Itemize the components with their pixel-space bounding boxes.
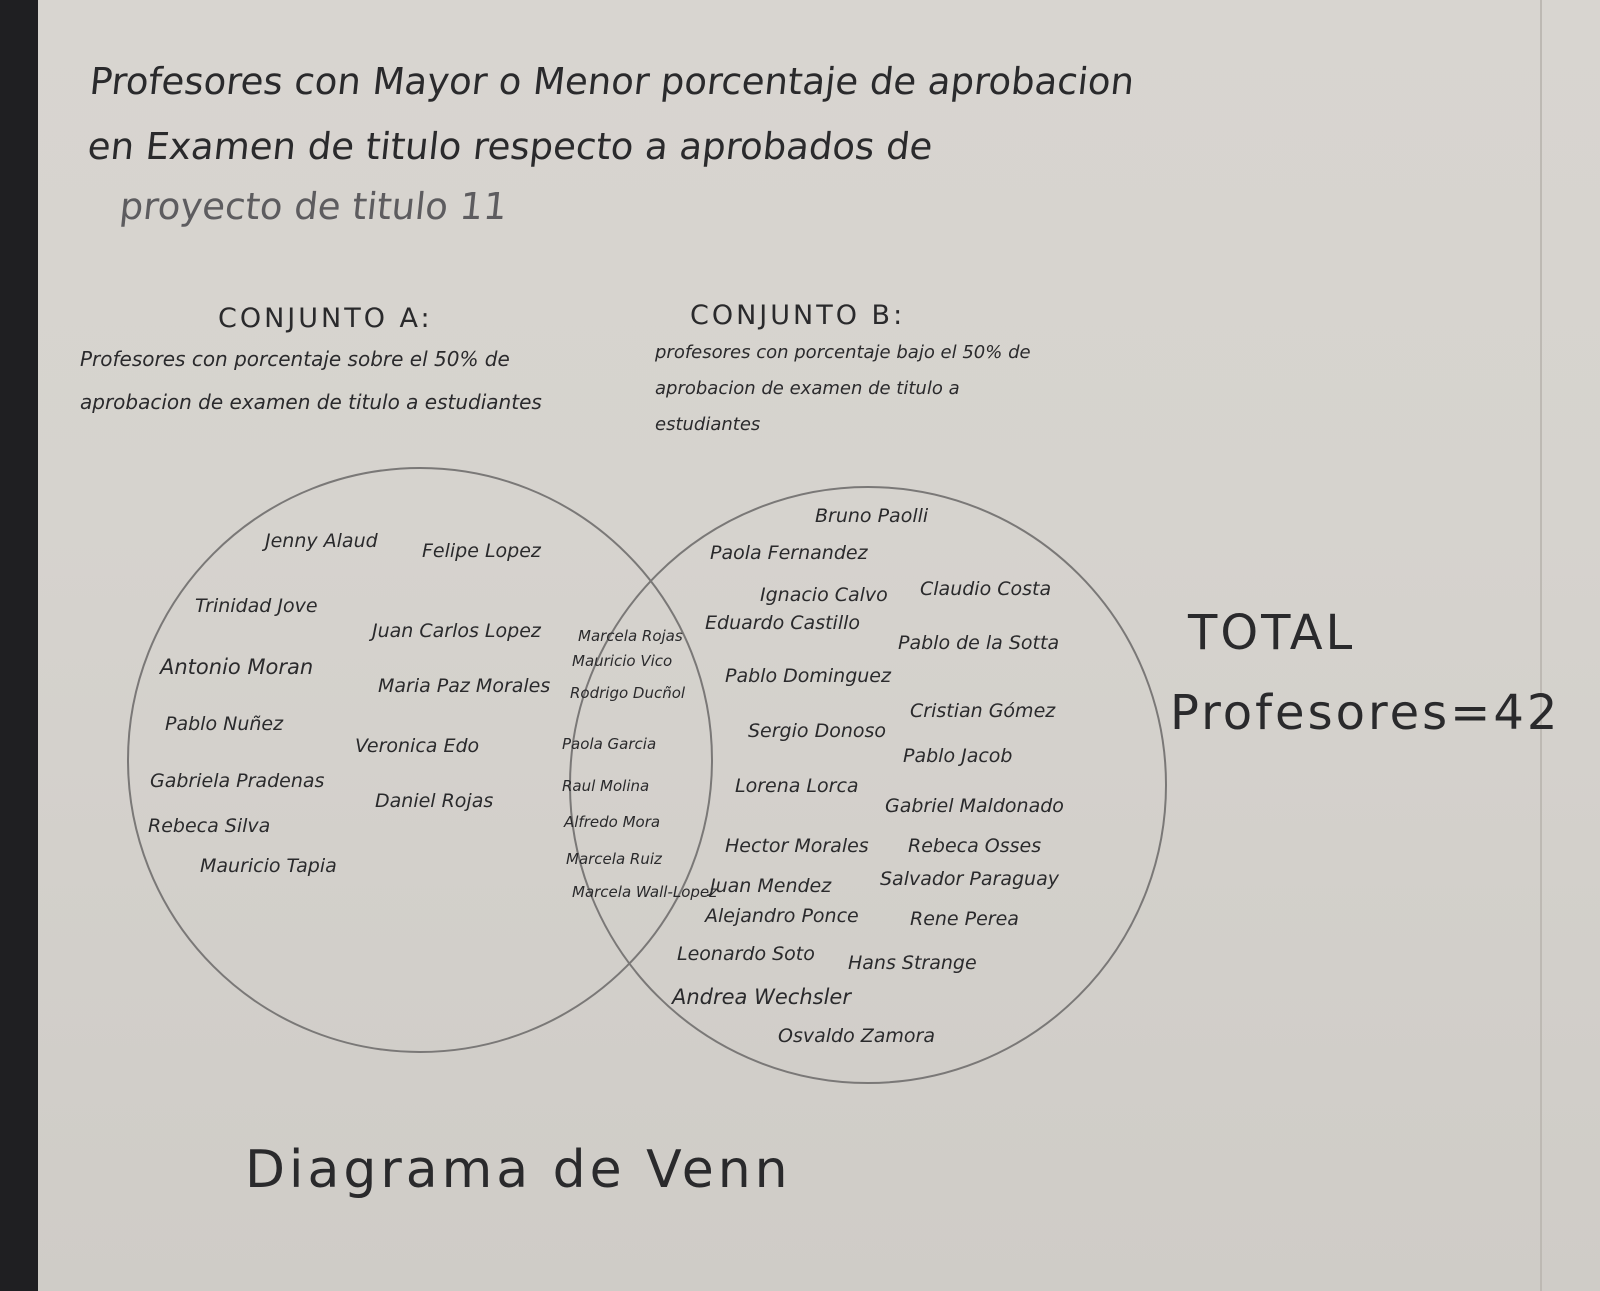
name-b-4: Eduardo Castillo xyxy=(705,612,861,634)
name-ab-6: Marcela Ruiz xyxy=(566,850,662,868)
name-b-17: Rene Perea xyxy=(910,908,1019,930)
name-b-20: Andrea Wechsler xyxy=(672,985,851,1009)
name-b-0: Bruno Paolli xyxy=(815,505,929,527)
paper-edge xyxy=(1540,0,1542,1291)
name-b-15: Salvador Paraguay xyxy=(880,868,1059,890)
set-a-heading: CONJUNTO A: xyxy=(218,303,433,334)
name-b-18: Leonardo Soto xyxy=(677,943,815,965)
name-a-10: Rebeca Silva xyxy=(148,815,271,837)
name-b-5: Pablo de la Sotta xyxy=(898,632,1060,654)
name-b-16: Alejandro Ponce xyxy=(705,905,859,927)
name-b-9: Pablo Jacob xyxy=(903,745,1013,767)
name-b-6: Pablo Dominguez xyxy=(725,665,891,687)
name-b-14: Juan Mendez xyxy=(710,875,832,897)
circle-set-a xyxy=(127,467,713,1053)
name-b-10: Lorena Lorca xyxy=(735,775,859,797)
name-b-7: Cristian Gómez xyxy=(910,700,1056,722)
name-ab-3: Paola Garcia xyxy=(562,735,657,753)
name-b-8: Sergio Donoso xyxy=(748,720,887,742)
set-a-description: Profesores con porcentaje sobre el 50% d… xyxy=(80,347,542,414)
paper-sheet xyxy=(38,0,1600,1291)
name-a-7: Veronica Edo xyxy=(355,735,480,757)
name-a-6: Pablo Nuñez xyxy=(165,713,284,735)
diagram-caption: Diagrama de Venn xyxy=(245,1140,792,1200)
name-b-2: Ignacio Calvo xyxy=(760,584,888,606)
name-ab-7: Marcela Wall-Lopez xyxy=(572,883,718,901)
name-ab-2: Rodrigo Ducñol xyxy=(570,684,686,702)
name-b-19: Hans Strange xyxy=(848,952,977,974)
name-ab-5: Alfredo Mora xyxy=(564,813,661,831)
name-ab-4: Raul Molina xyxy=(562,777,650,795)
name-b-21: Osvaldo Zamora xyxy=(778,1025,935,1047)
set-b-description: profesores con porcentaje bajo el 50% de… xyxy=(655,342,1031,435)
name-a-1: Felipe Lopez xyxy=(422,540,541,562)
name-b-11: Gabriel Maldonado xyxy=(885,795,1064,817)
name-b-12: Hector Morales xyxy=(725,835,869,857)
total-value: Profesores=42 xyxy=(1170,685,1561,741)
name-a-8: Gabriela Pradenas xyxy=(150,770,325,792)
name-ab-0: Marcela Rojas xyxy=(578,627,683,645)
name-ab-1: Mauricio Vico xyxy=(572,652,673,670)
name-b-1: Paola Fernandez xyxy=(710,542,868,564)
name-a-9: Daniel Rojas xyxy=(375,790,494,812)
circle-set-b xyxy=(569,486,1167,1084)
set-b-heading: CONJUNTO B: xyxy=(690,300,906,331)
name-a-3: Juan Carlos Lopez xyxy=(372,620,541,642)
name-a-0: Jenny Alaud xyxy=(265,530,378,552)
total-label: TOTAL xyxy=(1188,605,1356,661)
name-a-4: Antonio Moran xyxy=(160,655,314,679)
name-b-13: Rebeca Osses xyxy=(908,835,1042,857)
name-a-11: Mauricio Tapia xyxy=(200,855,337,877)
name-a-2: Trinidad Jove xyxy=(195,595,318,617)
name-b-3: Claudio Costa xyxy=(920,578,1052,600)
name-a-5: Maria Paz Morales xyxy=(378,675,551,697)
